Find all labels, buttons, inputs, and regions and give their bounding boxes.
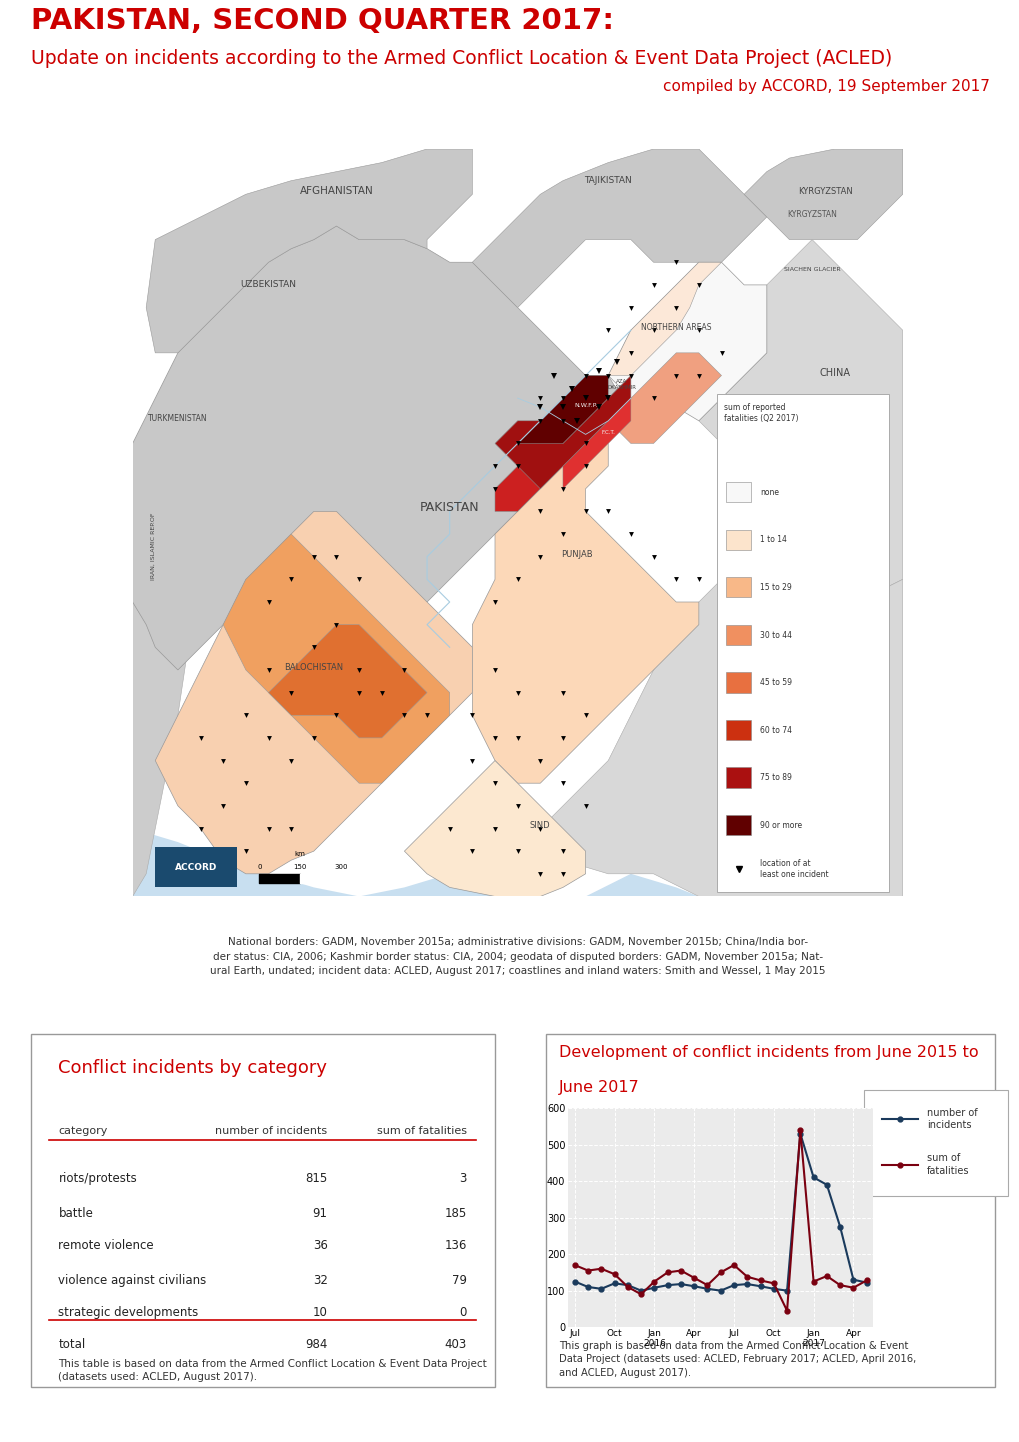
Polygon shape (607, 353, 720, 444)
FancyBboxPatch shape (31, 1034, 494, 1387)
Text: Development of conflict incidents from June 2015 to: Development of conflict incidents from J… (558, 1044, 978, 1060)
Text: compiled by ACCORD, 19 September 2017: compiled by ACCORD, 19 September 2017 (662, 79, 988, 94)
Text: 0: 0 (459, 1306, 467, 1319)
Polygon shape (146, 149, 472, 353)
Text: KYRGYZSTAN: KYRGYZSTAN (798, 187, 852, 196)
Text: PAKISTAN, SECOND QUARTER 2017:: PAKISTAN, SECOND QUARTER 2017: (31, 7, 613, 35)
Text: 185: 185 (444, 1207, 467, 1220)
Text: 60 to 74: 60 to 74 (759, 725, 791, 735)
Text: 36: 36 (313, 1239, 327, 1252)
Text: remote violence: remote violence (58, 1239, 154, 1252)
Text: 1 to 14: 1 to 14 (759, 535, 786, 545)
Text: 815: 815 (305, 1172, 327, 1185)
Text: SIACHEN GLACIER: SIACHEN GLACIER (783, 267, 840, 273)
Polygon shape (698, 239, 902, 601)
Text: category: category (58, 1126, 108, 1136)
Bar (726, 482, 750, 502)
Text: Conflict incidents by category: Conflict incidents by category (58, 1058, 327, 1077)
Polygon shape (132, 829, 902, 897)
Text: ACCORD: ACCORD (174, 862, 217, 871)
Text: number of
incidents: number of incidents (926, 1107, 977, 1131)
Polygon shape (607, 262, 766, 421)
Bar (726, 529, 750, 549)
Polygon shape (132, 421, 223, 897)
Text: F.C.T.: F.C.T. (601, 430, 614, 435)
Text: UZBEKISTAN: UZBEKISTAN (240, 280, 297, 290)
Text: 0: 0 (257, 864, 262, 871)
Bar (726, 672, 750, 692)
Polygon shape (268, 624, 427, 738)
Text: TAJIKISTAN: TAJIKISTAN (584, 176, 632, 185)
Text: BALOCHISTAN: BALOCHISTAN (284, 663, 343, 672)
Text: PUNJAB: PUNJAB (560, 549, 592, 558)
Text: PAKISTAN: PAKISTAN (420, 502, 479, 515)
Bar (726, 720, 750, 740)
Text: sum of
fatalities: sum of fatalities (926, 1154, 969, 1175)
Bar (726, 815, 750, 835)
Polygon shape (518, 375, 607, 444)
Text: National borders: GADM, November 2015a; administrative divisions: GADM, November: National borders: GADM, November 2015a; … (210, 937, 824, 976)
Text: sum of reported
fatalities (Q2 2017): sum of reported fatalities (Q2 2017) (723, 402, 798, 424)
FancyBboxPatch shape (545, 1034, 994, 1387)
Text: 15 to 29: 15 to 29 (759, 583, 791, 593)
Text: km: km (294, 851, 306, 857)
Text: total: total (58, 1338, 86, 1351)
Text: This graph is based on data from the Armed Conflict Location & Event
Data Projec: This graph is based on data from the Arm… (558, 1341, 915, 1377)
Polygon shape (155, 512, 472, 874)
Polygon shape (223, 534, 449, 783)
Text: 150: 150 (293, 864, 307, 871)
Text: SIND: SIND (530, 822, 550, 831)
Text: strategic developments: strategic developments (58, 1306, 199, 1319)
Text: number of incidents: number of incidents (215, 1126, 327, 1136)
Text: This table is based on data from the Armed Conflict Location & Event Data Projec: This table is based on data from the Arm… (58, 1358, 487, 1381)
Text: N.W.F.P.: N.W.F.P. (574, 404, 597, 408)
Text: 90 or more: 90 or more (759, 820, 801, 829)
Text: Update on incidents according to the Armed Conflict Location & Event Data Projec: Update on incidents according to the Arm… (31, 49, 891, 68)
Text: IRAN, ISLAMIC REP.OF: IRAN, ISLAMIC REP.OF (151, 513, 155, 580)
Text: NORTHERN AREAS: NORTHERN AREAS (640, 323, 711, 332)
Text: AFGHANISTAN: AFGHANISTAN (300, 186, 373, 196)
Text: 3: 3 (459, 1172, 467, 1185)
Text: June 2017: June 2017 (558, 1080, 639, 1094)
Text: riots/protests: riots/protests (58, 1172, 138, 1185)
Text: INDIA: INDIA (728, 707, 759, 717)
Bar (726, 624, 750, 645)
Text: battle: battle (58, 1207, 93, 1220)
Polygon shape (494, 398, 607, 512)
Text: KYRGYZSTAN: KYRGYZSTAN (787, 211, 837, 219)
Text: 45 to 59: 45 to 59 (759, 678, 791, 688)
Polygon shape (744, 149, 902, 239)
Text: 300: 300 (334, 864, 347, 871)
Text: 32: 32 (313, 1275, 327, 1288)
Text: CHINA: CHINA (818, 368, 850, 378)
FancyBboxPatch shape (716, 394, 889, 893)
Text: TURKMENISTAN: TURKMENISTAN (148, 414, 208, 423)
Polygon shape (132, 226, 622, 671)
Text: 10: 10 (313, 1306, 327, 1319)
Text: 91: 91 (312, 1207, 327, 1220)
Text: 403: 403 (444, 1338, 467, 1351)
Text: 30 to 44: 30 to 44 (759, 630, 791, 640)
Bar (155, 846, 236, 887)
Text: sum of fatalities: sum of fatalities (376, 1126, 467, 1136)
Polygon shape (472, 149, 766, 307)
Text: 79: 79 (451, 1275, 467, 1288)
Polygon shape (494, 375, 631, 489)
Text: location of at
least one incident: location of at least one incident (759, 859, 827, 880)
Text: violence against civilians: violence against civilians (58, 1275, 207, 1288)
Polygon shape (472, 444, 698, 783)
Bar (726, 577, 750, 597)
FancyBboxPatch shape (863, 1090, 1007, 1197)
Text: none: none (759, 487, 779, 497)
Text: 984: 984 (305, 1338, 327, 1351)
Polygon shape (540, 512, 902, 897)
Polygon shape (404, 760, 585, 897)
Text: 136: 136 (444, 1239, 467, 1252)
Text: AZA
DKASHMIR: AZA DKASHMIR (606, 379, 636, 391)
Polygon shape (607, 262, 720, 375)
Text: 75 to 89: 75 to 89 (759, 773, 791, 782)
Polygon shape (562, 398, 631, 489)
Bar (726, 767, 750, 787)
